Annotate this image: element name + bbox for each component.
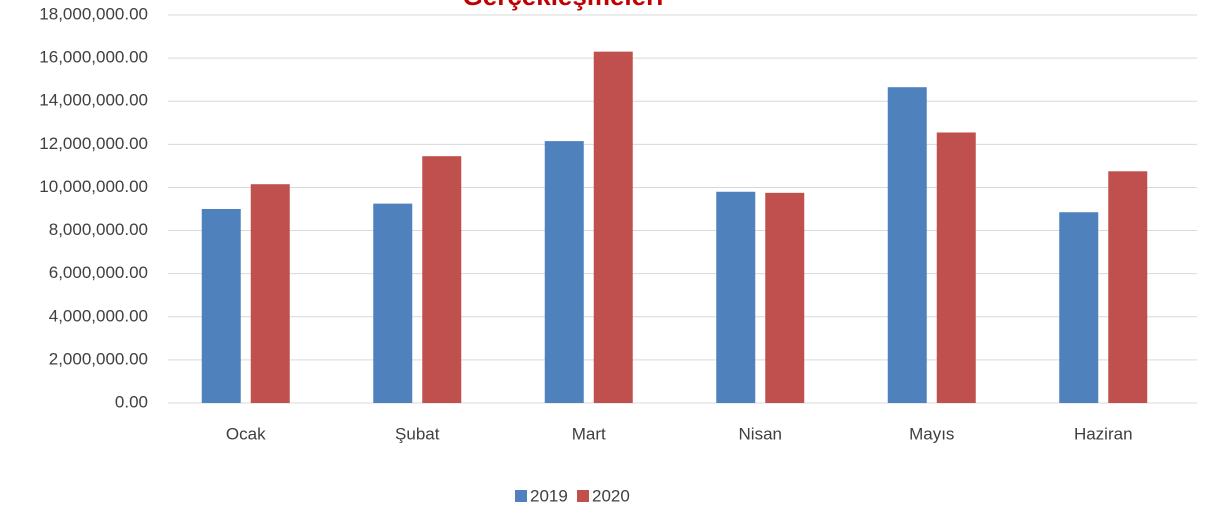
bar (544, 141, 584, 403)
y-tick-label: 10,000,000.00 (39, 177, 148, 196)
bar (716, 191, 756, 403)
bar (1059, 212, 1099, 403)
y-tick-label: 8,000,000.00 (49, 220, 148, 239)
y-tick-label: 16,000,000.00 (39, 48, 148, 67)
y-tick-label: 0.00 (115, 392, 148, 411)
x-tick-label: Ocak (226, 424, 266, 443)
y-tick-label: 18,000,000.00 (39, 4, 148, 23)
bar (887, 87, 927, 403)
chart-title: Gerçekleşmeleri (463, 0, 664, 11)
x-tick-label: Nisan (739, 424, 782, 443)
x-tick-label: Mart (572, 424, 606, 443)
bar (593, 51, 633, 404)
x-tick-label: Mayıs (909, 424, 954, 443)
bar (936, 132, 976, 403)
y-tick-label: 6,000,000.00 (49, 263, 148, 282)
x-tick-label: Şubat (395, 424, 440, 443)
bar (201, 209, 241, 403)
legend-label: 2020 (592, 486, 630, 505)
y-tick-label: 2,000,000.00 (49, 349, 148, 368)
bar (765, 192, 805, 403)
bar (250, 184, 290, 403)
bar (422, 156, 462, 403)
bar (373, 203, 413, 403)
x-tick-label: Haziran (1074, 424, 1133, 443)
plot: 0.00 2,000,000.00 4,000,000.00 6,000,000.00… (39, 4, 1197, 505)
y-tick-label: 4,000,000.00 (49, 306, 148, 325)
y-tick-label: 12,000,000.00 (39, 134, 148, 153)
bar (1108, 171, 1148, 403)
legend-label: 2019 (530, 486, 568, 505)
legend-swatch (515, 490, 527, 502)
y-tick-label: 14,000,000.00 (39, 91, 148, 110)
legend-swatch (577, 490, 589, 502)
